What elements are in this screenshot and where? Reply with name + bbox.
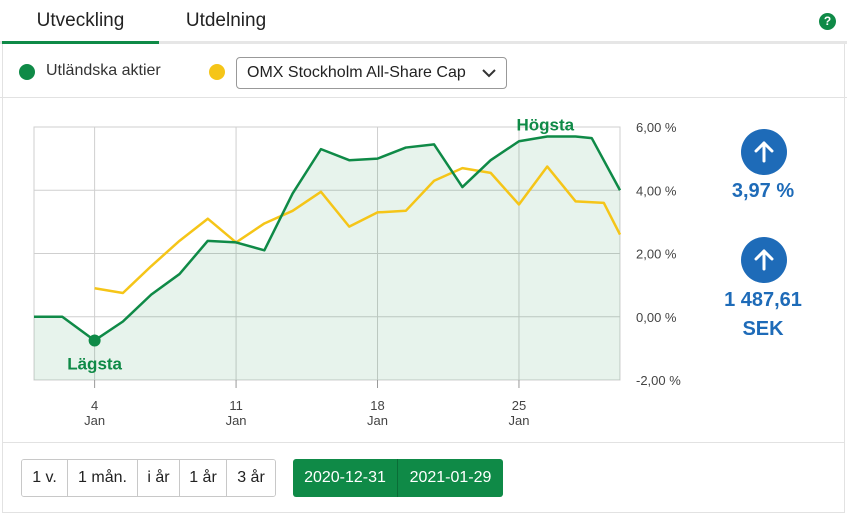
x-tick-label-month: Jan <box>226 413 247 428</box>
arrow-up-icon <box>754 249 774 271</box>
series-color-dot <box>19 64 35 80</box>
chart-markers: Lägsta Högsta <box>67 115 574 373</box>
low-point-marker <box>88 334 101 347</box>
tab-utdelning[interactable]: Utdelning <box>185 10 267 31</box>
change-up-badge <box>741 129 787 175</box>
date-from-button[interactable]: 2020-12-31 <box>293 459 397 497</box>
compare-index-value: OMX Stockholm All-Share Cap <box>247 64 466 81</box>
low-point-label: Lägsta <box>67 354 122 373</box>
series-line-1 <box>94 165 622 295</box>
value-currency: SEK <box>742 318 784 340</box>
period-ytd-button[interactable]: i år <box>138 460 180 496</box>
x-tick-label-month: Jan <box>508 413 529 428</box>
high-point-label: Högsta <box>516 115 574 134</box>
x-tick-label: 18 <box>370 398 384 413</box>
series-line-0 <box>34 135 622 342</box>
tab-bar: Utveckling Utdelning ? <box>0 0 847 44</box>
period-button-group: 1 v. 1 mån. i år 1 år 3 år <box>21 459 276 497</box>
arrow-up-icon <box>754 141 774 163</box>
chevron-down-icon <box>482 69 496 78</box>
chart-legend: Utländska aktier OMX Stockholm All-Share… <box>0 45 847 98</box>
y-tick-label: 4,00 % <box>636 183 677 198</box>
compare-color-dot <box>209 64 225 80</box>
x-tick-label: 25 <box>512 398 526 413</box>
series-area-fill <box>34 136 620 380</box>
performance-chart: 6,00 %4,00 %2,00 %0,00 %-2,00 % 4Jan11Ja… <box>33 115 681 428</box>
compare-index-select[interactable]: OMX Stockholm All-Share Cap <box>236 57 507 89</box>
x-tick-label: 4 <box>91 398 98 413</box>
change-percent-value: 3,97 % <box>731 180 795 202</box>
period-1w-button[interactable]: 1 v. <box>22 460 68 496</box>
chart-lines <box>34 135 622 342</box>
help-icon[interactable]: ? <box>819 13 836 30</box>
value-up-badge <box>741 237 787 283</box>
x-tick-label: 11 <box>229 398 243 413</box>
date-range-group: 2020-12-31 2021-01-29 <box>293 459 503 497</box>
period-1m-button[interactable]: 1 mån. <box>68 460 138 496</box>
chart-grid <box>33 126 621 388</box>
chart-area <box>34 136 620 380</box>
y-tick-label: 6,00 % <box>636 120 677 135</box>
tab-utveckling[interactable]: Utveckling <box>2 0 159 44</box>
y-tick-label: 0,00 % <box>636 310 677 325</box>
value-amount: 1 487,61 <box>724 289 802 311</box>
x-tick-label-month: Jan <box>367 413 388 428</box>
x-tick-label-month: Jan <box>84 413 105 428</box>
footer-divider <box>2 442 845 443</box>
date-to-button[interactable]: 2021-01-29 <box>397 459 503 497</box>
y-axis-labels: 6,00 % 4,00 % 2,00 % 0,00 % -2,00 % <box>636 120 681 388</box>
period-1y-button[interactable]: 1 år <box>180 460 227 496</box>
series-legend-label: Utländska aktier <box>46 62 161 79</box>
content-frame <box>2 44 845 513</box>
period-3y-button[interactable]: 3 år <box>227 460 275 496</box>
y-tick-label: 2,00 % <box>636 247 677 262</box>
y-tick-label: -2,00 % <box>636 373 681 388</box>
